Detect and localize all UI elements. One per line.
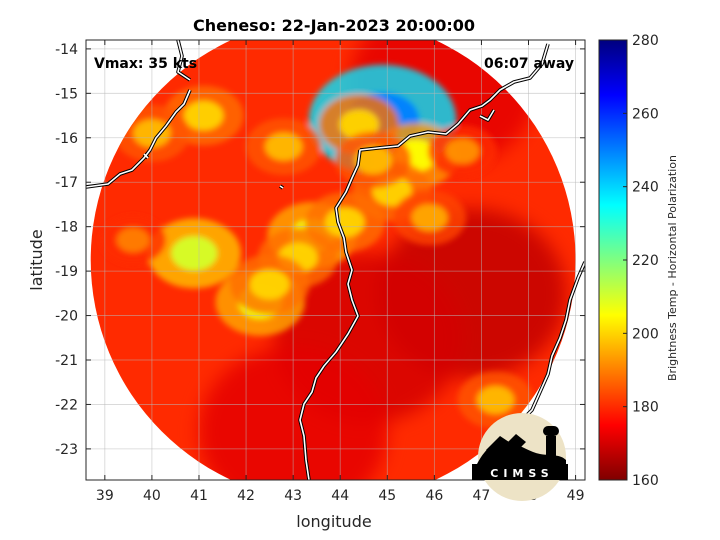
- vmax-annotation: Vmax: 35 kts: [94, 56, 197, 72]
- feature-core-5: [324, 207, 365, 238]
- time-away-annotation: 06:07 away: [484, 56, 574, 72]
- colorbar-ticks: 160 180 200 220 240 260 280: [623, 33, 659, 489]
- y-axis-label: latitude: [27, 229, 46, 290]
- y-tick-label: -14: [55, 42, 78, 58]
- y-tick-label: -19: [55, 264, 78, 280]
- colorbar-tick-label: 180: [632, 400, 659, 416]
- y-tick-label: -18: [55, 220, 78, 236]
- feature-core-8: [249, 269, 290, 300]
- feature-core-13: [411, 204, 448, 232]
- x-tick-label: 40: [143, 488, 161, 504]
- colorbar-tick-label: 260: [632, 106, 659, 122]
- x-tick-label: 46: [425, 488, 443, 504]
- convective-features: [99, 64, 534, 429]
- feature-core-15: [476, 385, 515, 415]
- y-tick-label: -20: [55, 309, 78, 325]
- colorbar-tick-label: 200: [632, 326, 659, 342]
- logo-text: CIMSS: [490, 467, 553, 480]
- feature-core-10: [183, 100, 224, 131]
- x-tick-label: 42: [237, 488, 255, 504]
- y-axis-ticks: -14 -15 -16 -17 -18 -19 -20 -21 -22 -23: [55, 42, 585, 458]
- y-tick-label: -21: [55, 353, 78, 369]
- water-tower-icon: [543, 426, 559, 436]
- coastlines: [86, 40, 585, 480]
- x-tick-label: 41: [190, 488, 208, 504]
- feature-core-9: [170, 235, 218, 271]
- colorbar: [598, 39, 628, 481]
- cimss-logo: CIMSS: [472, 413, 568, 501]
- y-tick-label: -22: [55, 397, 78, 413]
- x-tick-label: 49: [567, 488, 585, 504]
- feature-core-16: [445, 138, 480, 165]
- plot-area: [86, 40, 585, 480]
- colorbar-tick-label: 240: [632, 180, 659, 196]
- colorbar-label: Brightness Temp - Horizontal Polarizatio…: [666, 155, 679, 381]
- x-tick-label: 47: [473, 488, 491, 504]
- plot-frame: [85, 39, 586, 481]
- x-axis-label: longitude: [296, 512, 371, 531]
- colorbar-tick-label: 220: [632, 253, 659, 269]
- feature-core-14: [264, 132, 303, 161]
- x-tick-label: 45: [378, 488, 396, 504]
- chart-title: Cheneso: 22-Jan-2023 20:00:00: [193, 16, 475, 35]
- y-tick-label: -17: [55, 175, 78, 191]
- x-tick-label: 44: [331, 488, 349, 504]
- colorbar-tick-label: 280: [632, 33, 659, 49]
- x-tick-label: 39: [96, 488, 114, 504]
- colorbar-tick-label: 160: [632, 473, 659, 489]
- feature-core-17: [116, 227, 150, 253]
- y-tick-label: -23: [55, 442, 78, 458]
- x-tick-label: 43: [284, 488, 302, 504]
- feature-core-12: [354, 145, 393, 175]
- y-tick-label: -15: [55, 86, 78, 102]
- y-tick-label: -16: [55, 131, 78, 147]
